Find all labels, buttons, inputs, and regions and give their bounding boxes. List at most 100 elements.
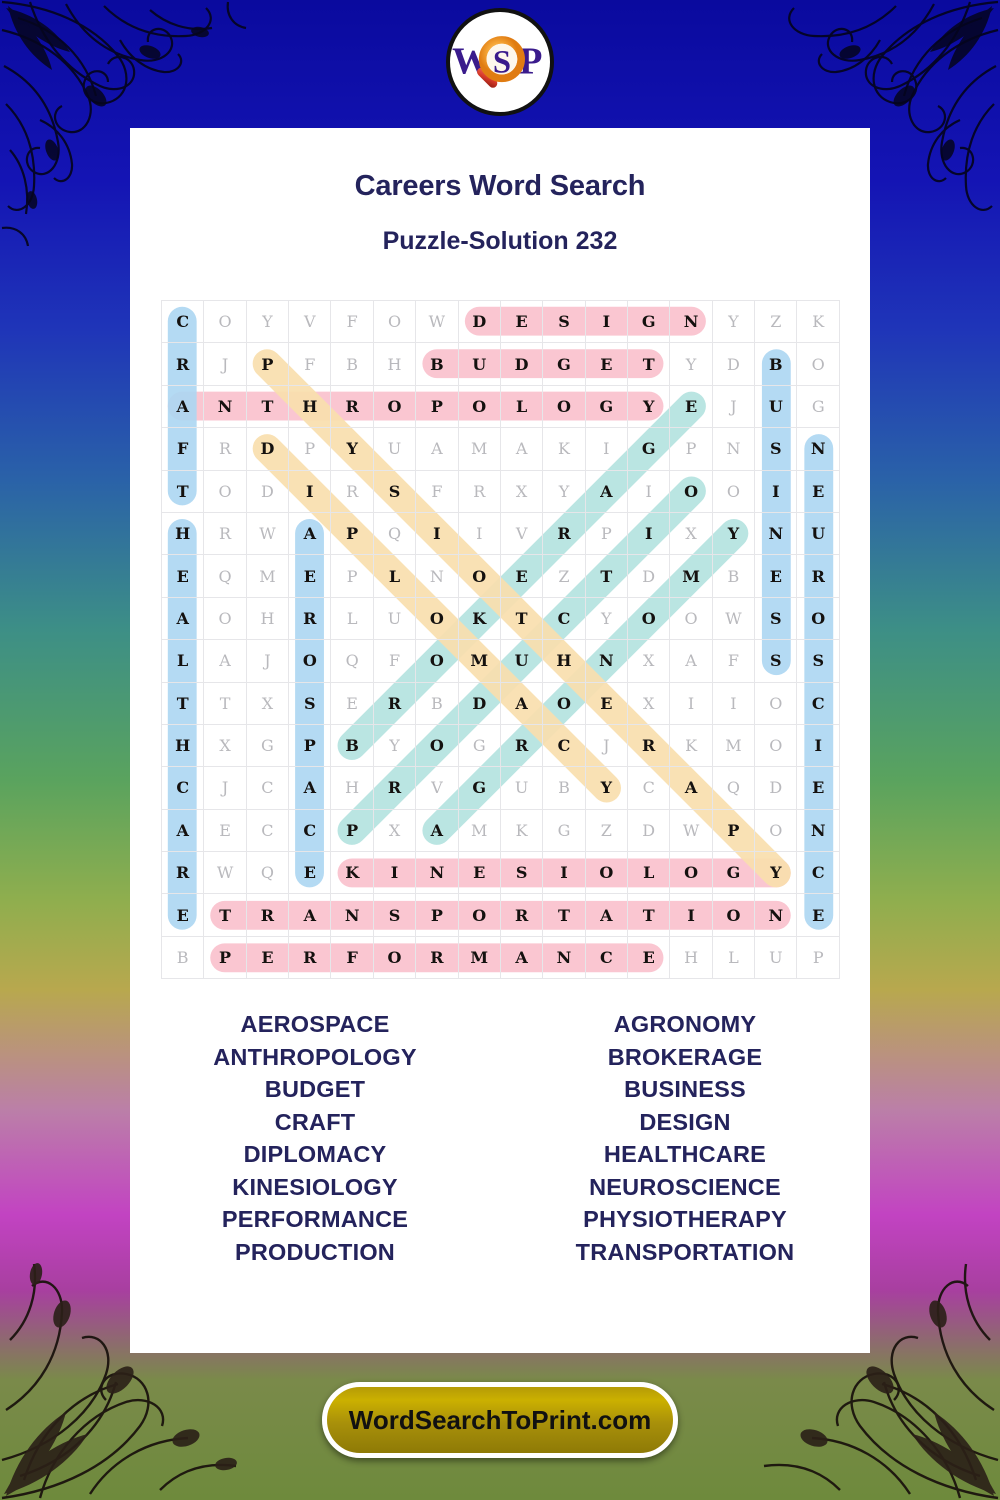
grid-cell[interactable]: H <box>288 384 332 429</box>
grid-cell[interactable]: E <box>584 342 629 386</box>
grid-cell[interactable]: F <box>372 639 417 683</box>
grid-cell[interactable]: N <box>415 851 459 895</box>
grid-cell[interactable]: S <box>372 469 417 513</box>
grid-cell[interactable]: R <box>372 766 417 810</box>
grid-cell[interactable]: O <box>203 299 247 344</box>
grid-cell[interactable]: U <box>372 596 417 641</box>
grid-cell[interactable]: F <box>288 342 332 386</box>
grid-cell[interactable]: M <box>457 427 501 471</box>
grid-cell[interactable]: F <box>711 639 756 683</box>
grid-cell[interactable]: I <box>457 511 501 556</box>
grid-cell[interactable]: C <box>288 808 332 853</box>
grid-cell[interactable]: G <box>542 342 586 386</box>
grid-cell[interactable]: O <box>203 596 247 641</box>
grid-cell[interactable]: T <box>627 893 671 937</box>
grid-cell[interactable]: V <box>499 511 544 556</box>
grid-cell[interactable]: A <box>288 893 332 937</box>
grid-cell[interactable]: S <box>754 596 798 641</box>
grid-cell[interactable]: B <box>160 935 205 980</box>
grid-cell[interactable]: J <box>584 723 629 768</box>
grid-cell[interactable]: F <box>330 935 374 980</box>
grid-cell[interactable]: O <box>415 723 459 768</box>
grid-cell[interactable]: Y <box>584 596 629 641</box>
grid-cell[interactable]: W <box>415 299 459 344</box>
grid-cell[interactable]: R <box>288 596 332 641</box>
grid-cell[interactable]: T <box>203 681 247 725</box>
grid-cell[interactable]: O <box>372 935 417 980</box>
grid-cell[interactable]: L <box>499 384 544 429</box>
grid-cell[interactable]: I <box>372 851 417 895</box>
grid-cell[interactable]: N <box>415 554 459 598</box>
grid-cell[interactable]: P <box>288 427 332 471</box>
grid-cell[interactable]: H <box>160 511 205 556</box>
grid-cell[interactable]: N <box>796 427 840 471</box>
grid-cell[interactable]: Y <box>711 299 756 344</box>
grid-cell[interactable]: Y <box>372 723 417 768</box>
grid-cell[interactable]: X <box>499 469 544 513</box>
grid-cell[interactable]: Z <box>754 299 798 344</box>
grid-cell[interactable]: A <box>415 808 459 853</box>
grid-cell[interactable]: R <box>372 681 417 725</box>
grid-cell[interactable]: G <box>627 299 671 344</box>
grid-cell[interactable]: P <box>415 384 459 429</box>
grid-cell[interactable]: U <box>796 511 840 556</box>
grid-cell[interactable]: R <box>203 427 247 471</box>
grid-cell[interactable]: D <box>245 469 290 513</box>
grid-cell[interactable]: N <box>203 384 247 429</box>
grid-cell[interactable]: B <box>415 681 459 725</box>
grid-cell[interactable]: E <box>754 554 798 598</box>
grid-cell[interactable]: O <box>457 554 501 598</box>
grid-cell[interactable]: K <box>499 808 544 853</box>
grid-cell[interactable]: X <box>203 723 247 768</box>
grid-cell[interactable]: P <box>415 893 459 937</box>
grid-cell[interactable]: C <box>245 766 290 810</box>
grid-cell[interactable]: R <box>288 935 332 980</box>
grid-cell[interactable]: Y <box>542 469 586 513</box>
grid-cell[interactable]: O <box>372 299 417 344</box>
grid-cell[interactable]: O <box>372 384 417 429</box>
grid-cell[interactable]: O <box>796 596 840 641</box>
grid-cell[interactable]: F <box>330 299 374 344</box>
grid-cell[interactable]: X <box>627 681 671 725</box>
grid-cell[interactable]: E <box>584 681 629 725</box>
grid-cell[interactable]: T <box>542 893 586 937</box>
grid-cell[interactable]: R <box>203 511 247 556</box>
grid-cell[interactable]: B <box>542 766 586 810</box>
grid-cell[interactable]: A <box>499 935 544 980</box>
grid-cell[interactable]: E <box>245 935 290 980</box>
grid-cell[interactable]: K <box>796 299 840 344</box>
grid-cell[interactable]: D <box>627 554 671 598</box>
grid-cell[interactable]: J <box>245 639 290 683</box>
grid-cell[interactable]: E <box>499 299 544 344</box>
grid-cell[interactable]: X <box>627 639 671 683</box>
grid-cell[interactable]: O <box>754 808 798 853</box>
grid-cell[interactable]: C <box>542 723 586 768</box>
grid-cell[interactable]: O <box>415 639 459 683</box>
grid-cell[interactable]: N <box>796 808 840 853</box>
grid-cell[interactable]: S <box>754 639 798 683</box>
grid-cell[interactable]: V <box>288 299 332 344</box>
grid-cell[interactable]: U <box>754 935 798 980</box>
grid-cell[interactable]: N <box>711 427 756 471</box>
grid-cell[interactable]: Y <box>330 427 374 471</box>
grid-cell[interactable]: I <box>415 511 459 556</box>
grid-cell[interactable]: Y <box>627 384 671 429</box>
grid-cell[interactable]: O <box>542 384 586 429</box>
grid-cell[interactable]: O <box>627 596 671 641</box>
grid-cell[interactable]: O <box>754 723 798 768</box>
grid-cell[interactable]: P <box>330 554 374 598</box>
grid-cell[interactable]: S <box>288 681 332 725</box>
grid-cell[interactable]: F <box>415 469 459 513</box>
grid-cell[interactable]: C <box>160 766 205 810</box>
grid-cell[interactable]: U <box>499 639 544 683</box>
grid-cell[interactable]: G <box>245 723 290 768</box>
grid-cell[interactable]: Q <box>245 851 290 895</box>
grid-cell[interactable]: O <box>584 851 629 895</box>
grid-cell[interactable]: X <box>669 511 713 556</box>
grid-cell[interactable]: N <box>669 299 713 344</box>
grid-cell[interactable]: M <box>245 554 290 598</box>
grid-cell[interactable]: W <box>203 851 247 895</box>
grid-cell[interactable]: P <box>711 808 756 853</box>
grid-cell[interactable]: O <box>796 342 840 386</box>
grid-cell[interactable]: I <box>584 427 629 471</box>
